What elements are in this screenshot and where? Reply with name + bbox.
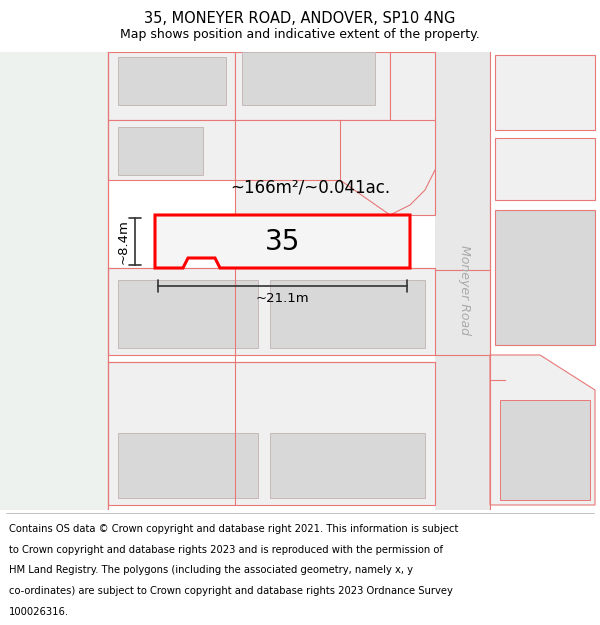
Text: 35: 35 bbox=[265, 228, 300, 256]
Bar bbox=[118, 433, 258, 498]
Bar bbox=[270, 280, 425, 348]
Bar bbox=[270, 433, 425, 498]
Polygon shape bbox=[235, 120, 435, 215]
Polygon shape bbox=[155, 215, 410, 268]
Bar bbox=[500, 400, 590, 500]
Text: ~8.4m: ~8.4m bbox=[117, 219, 130, 264]
Text: ~21.1m: ~21.1m bbox=[256, 292, 310, 305]
Bar bbox=[118, 280, 258, 348]
Bar bbox=[118, 57, 226, 105]
Text: 100026316.: 100026316. bbox=[9, 607, 69, 617]
Bar bbox=[495, 210, 595, 345]
Polygon shape bbox=[108, 120, 235, 180]
Polygon shape bbox=[108, 268, 435, 355]
Bar bbox=[495, 138, 595, 200]
Bar bbox=[435, 52, 490, 510]
Text: Contains OS data © Crown copyright and database right 2021. This information is : Contains OS data © Crown copyright and d… bbox=[9, 524, 458, 534]
Text: Map shows position and indicative extent of the property.: Map shows position and indicative extent… bbox=[120, 28, 480, 41]
Polygon shape bbox=[242, 52, 375, 105]
Polygon shape bbox=[108, 52, 235, 120]
Polygon shape bbox=[490, 355, 595, 505]
Polygon shape bbox=[108, 362, 435, 505]
Text: to Crown copyright and database rights 2023 and is reproduced with the permissio: to Crown copyright and database rights 2… bbox=[9, 544, 443, 554]
Text: HM Land Registry. The polygons (including the associated geometry, namely x, y: HM Land Registry. The polygons (includin… bbox=[9, 566, 413, 576]
Polygon shape bbox=[235, 52, 390, 120]
Text: Moneyer Road: Moneyer Road bbox=[458, 245, 472, 335]
Text: co-ordinates) are subject to Crown copyright and database rights 2023 Ordnance S: co-ordinates) are subject to Crown copyr… bbox=[9, 586, 453, 596]
Polygon shape bbox=[390, 52, 435, 130]
Bar bbox=[495, 55, 595, 130]
Bar bbox=[118, 127, 203, 175]
Text: ~166m²/~0.041ac.: ~166m²/~0.041ac. bbox=[230, 179, 390, 197]
Text: 35, MONEYER ROAD, ANDOVER, SP10 4NG: 35, MONEYER ROAD, ANDOVER, SP10 4NG bbox=[145, 11, 455, 26]
Bar bbox=[0, 52, 108, 510]
